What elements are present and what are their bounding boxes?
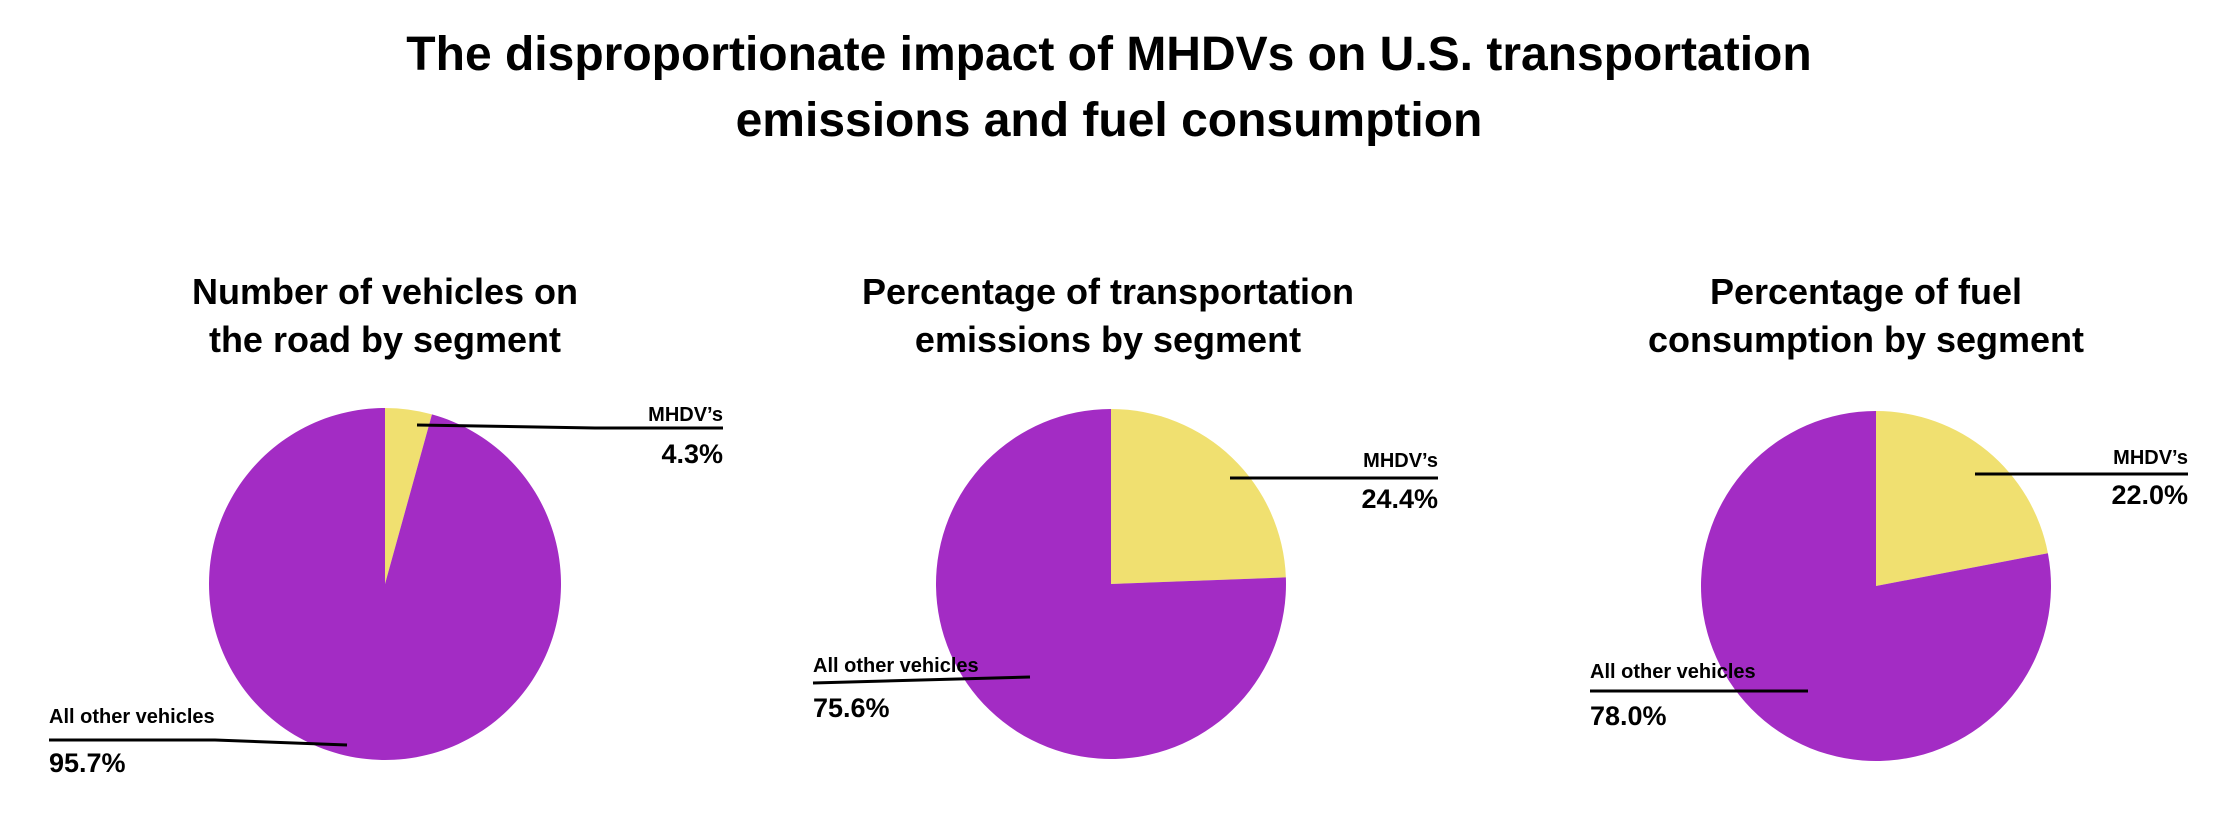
pie-panel-vehicles: Number of vehicles on the road by segmen… [15,0,755,830]
pie-chart-fuel: MHDV’s 22.0% All other vehicles 78.0% [1590,410,2188,761]
mhdv-label: MHDV’s [648,404,723,426]
pie-slice-mhdv [1111,409,1286,584]
panel-title-line-1: Number of vehicles on [191,271,579,312]
pie-panel-emissions: Percentage of transportation emissions b… [738,0,1478,830]
pie-slice-other [936,409,1286,759]
main-title: The disproportionate impact of MHDVs on … [0,22,2218,154]
other-leader-line [49,738,348,747]
main-title-line-2: emissions and fuel consumption [735,94,1483,147]
mhdv-value-label: 4.3% [661,439,723,469]
mhdv-value-label: 24.4% [1361,484,1438,514]
other-value-label: 95.7% [49,748,126,778]
panel-title-line-2: the road by segment [208,319,562,360]
other-label: All other vehicles [1590,661,1756,683]
panel-title-line-2: emissions by segment [914,319,1302,360]
pie-chart-emissions: MHDV’s 24.4% All other vehicles 75.6% [812,409,1438,759]
mhdv-label: MHDV’s [1363,450,1438,472]
mhdv-value-label: 22.0% [2111,480,2188,510]
panel-title-line-2: consumption by segment [1647,319,2085,360]
panel-title: Percentage of transportation emissions b… [738,268,1478,364]
other-label: All other vehicles [813,655,979,677]
other-value-label: 75.6% [813,693,890,723]
panel-title-line-1: Percentage of transportation [861,271,1355,312]
pie-slice-mhdv [1876,411,2048,586]
main-title-line-1: The disproportionate impact of MHDVs on … [406,28,1812,81]
other-leader-line [812,675,1031,685]
pie-slice-other [209,408,562,761]
panel-title: Percentage of fuel consumption by segmen… [1496,268,2218,364]
panel-title: Number of vehicles on the road by segmen… [15,268,755,364]
pie-panel-fuel: Percentage of fuel consumption by segmen… [1496,0,2218,830]
other-label: All other vehicles [49,706,215,728]
other-value-label: 78.0% [1590,701,1667,731]
mhdv-label: MHDV’s [2113,447,2188,469]
pie-slice-mhdv [385,408,432,584]
pie-slice-other [1701,410,2051,761]
panel-title-line-1: Percentage of fuel [1709,271,2023,312]
mhdv-leader-line [416,423,723,430]
pie-chart-vehicles: MHDV’s 4.3% All other vehicles 95.7% [49,404,723,778]
